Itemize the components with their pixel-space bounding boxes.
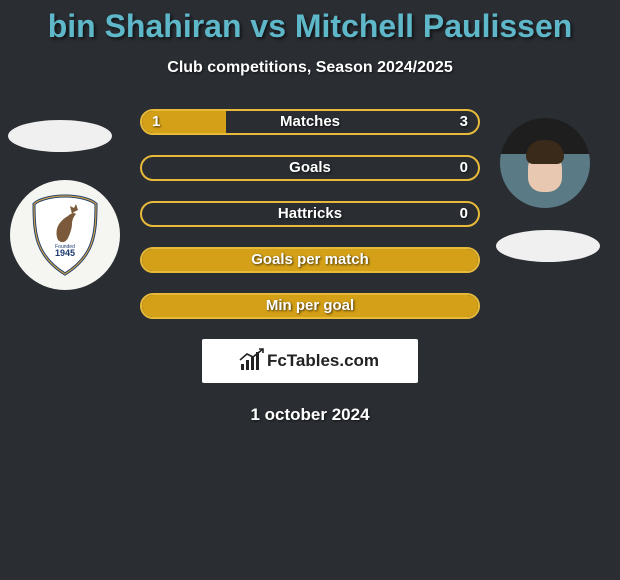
stat-bar: 0Hattricks [140,201,480,227]
stat-label: Min per goal [142,295,478,317]
logo-text: FcTables.com [267,351,379,371]
stat-bar: Min per goal [140,293,480,319]
stat-label: Goals [142,157,478,179]
stat-bar: 13Matches [140,109,480,135]
fctables-logo: FcTables.com [202,339,418,383]
stat-label: Hattricks [142,203,478,225]
comparison-bars: 13Matches 0Goals 0Hattricks Goals per match… [140,109,480,319]
date-text: 1 october 2024 [0,405,620,425]
stat-label: Goals per match [142,249,478,271]
bar-chart-icon [241,352,263,370]
stat-label: Matches [142,111,478,133]
page-title: bin Shahiran vs Mitchell Paulissen [0,0,620,45]
subtitle: Club competitions, Season 2024/2025 [0,59,620,77]
stat-bar: Goals per match [140,247,480,273]
stat-bar: 0Goals [140,155,480,181]
